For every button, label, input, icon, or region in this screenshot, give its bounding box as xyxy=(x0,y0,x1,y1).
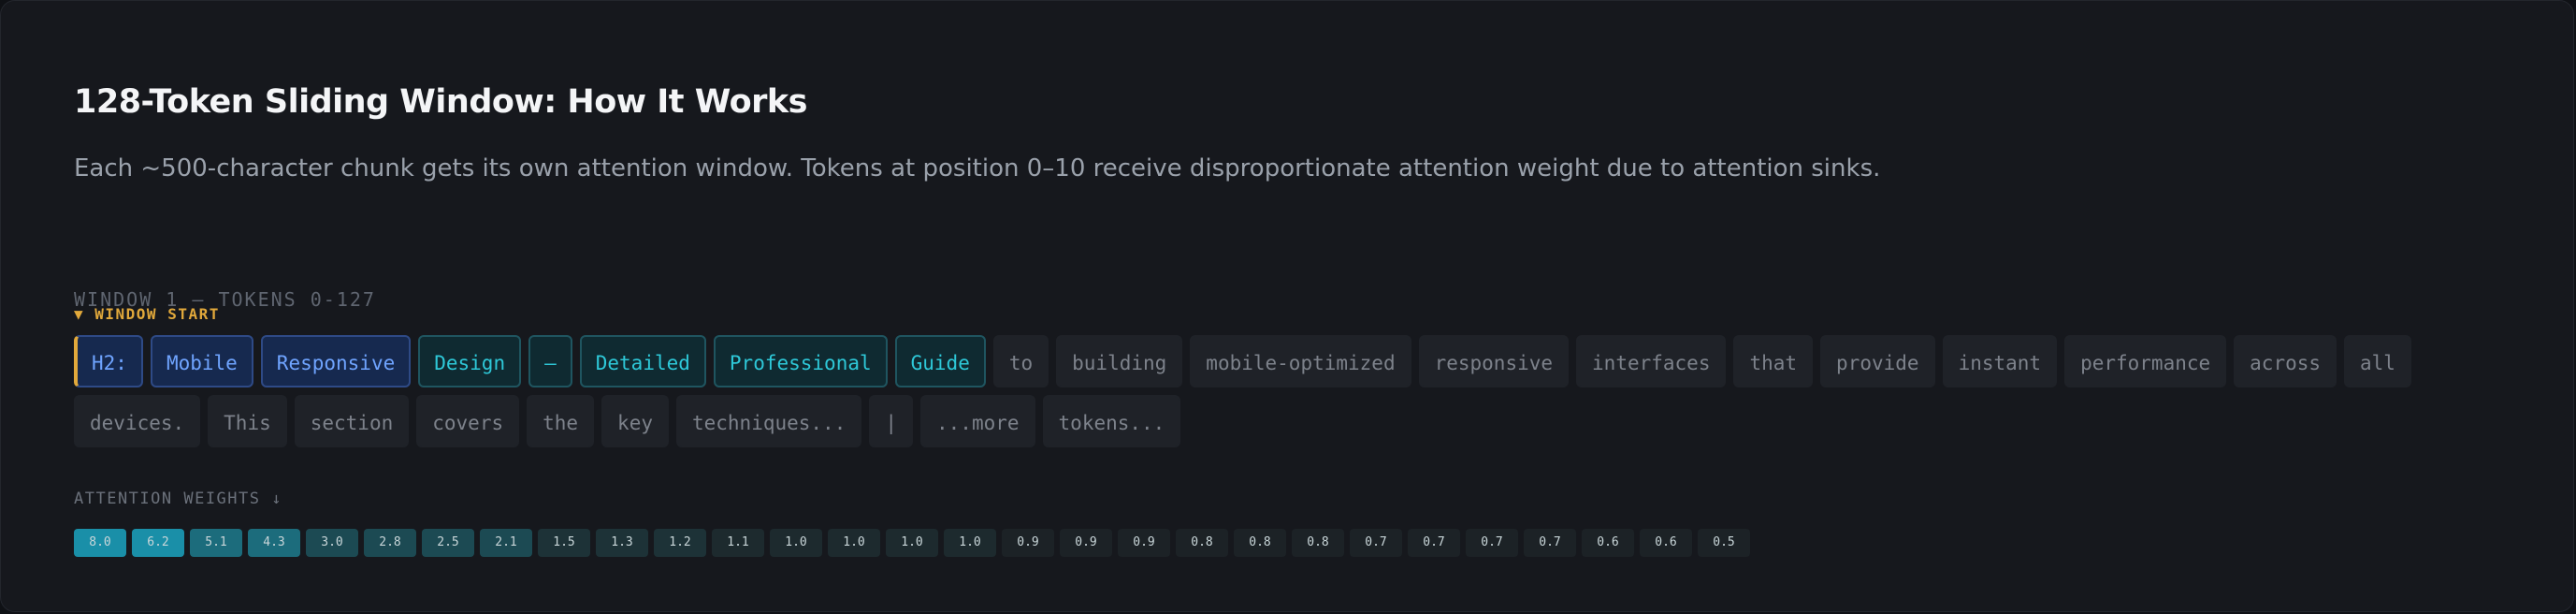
token-chip: devices. xyxy=(74,395,201,447)
attention-weight-cell: 0.9 xyxy=(1002,529,1054,557)
attention-weight-cell: 1.5 xyxy=(538,529,590,557)
attention-weight-cell: 2.5 xyxy=(422,529,474,557)
token-chip: Guide xyxy=(894,335,986,387)
window-start-marker: ▼ WINDOW START xyxy=(74,305,220,323)
attention-weight-cell: 0.9 xyxy=(1118,529,1170,557)
token-chip: responsive xyxy=(1418,335,1570,387)
attention-weight-cell: 1.0 xyxy=(770,529,822,557)
token-list: H2: Mobile Responsive Design — Detailed Profes… xyxy=(74,335,2506,447)
attention-weight-cell: 8.0 xyxy=(74,529,126,557)
attention-weight-cell: 0.6 xyxy=(1582,529,1634,557)
token-chip: building xyxy=(1056,335,1183,387)
attention-weight-cell: 2.8 xyxy=(364,529,416,557)
token-chip: section xyxy=(294,395,410,447)
token-chip: Detailed xyxy=(579,335,706,387)
token-chip: | xyxy=(869,395,914,447)
attention-weight-cell: 4.3 xyxy=(248,529,300,557)
token-chip: Design xyxy=(418,335,522,387)
token-chip: H2: xyxy=(74,335,143,387)
attention-weight-cell: 0.8 xyxy=(1292,529,1344,557)
attention-weight-cell: 0.8 xyxy=(1234,529,1286,557)
token-chip: Responsive xyxy=(260,335,412,387)
token-chip: tokens... xyxy=(1042,395,1181,447)
attention-weight-cell: 0.9 xyxy=(1060,529,1112,557)
token-chip: instant xyxy=(1942,335,2058,387)
attention-weight-cell: 0.7 xyxy=(1466,529,1518,557)
token-chip: all xyxy=(2344,335,2411,387)
token-chip: provide xyxy=(1820,335,1935,387)
token-chip: across xyxy=(2234,335,2337,387)
token-chip: This xyxy=(208,395,287,447)
attention-weight-cell: 1.0 xyxy=(886,529,938,557)
attention-weight-cell: 0.7 xyxy=(1408,529,1460,557)
token-chip: ...more xyxy=(920,395,1035,447)
attention-weight-cell: 0.7 xyxy=(1350,529,1402,557)
attention-weight-cell: 6.2 xyxy=(132,529,184,557)
attention-weights-label: ATTENTION WEIGHTS ↓ xyxy=(74,490,282,508)
attention-weight-cell: 3.0 xyxy=(306,529,358,557)
token-chip: the xyxy=(527,395,595,447)
attention-weight-cell: 0.8 xyxy=(1176,529,1228,557)
token-chip: that xyxy=(1733,335,1814,387)
attention-weight-cell: 0.5 xyxy=(1698,529,1750,557)
token-chip: performance xyxy=(2064,335,2227,387)
attention-weight-cell: 5.1 xyxy=(190,529,242,557)
token-chip: to xyxy=(992,335,1049,387)
attention-weight-cell: 1.2 xyxy=(654,529,706,557)
token-chip: techniques... xyxy=(675,395,862,447)
attention-weight-cell: 0.7 xyxy=(1524,529,1576,557)
attention-weight-cell: 1.1 xyxy=(712,529,764,557)
token-chip: — xyxy=(528,335,572,387)
token-chip: key xyxy=(601,395,669,447)
token-chip: Professional xyxy=(713,335,888,387)
attention-weights-row: 8.0 6.2 5.1 4.3 3.0 2.8 2.5 2.1 1.5 1.3 1.2 1.1 1.0 1… xyxy=(74,529,1750,557)
attention-weight-cell: 1.3 xyxy=(596,529,648,557)
window-label: WINDOW 1 — TOKENS 0-127 xyxy=(74,288,376,311)
token-chip: mobile-optimized xyxy=(1190,335,1411,387)
token-chip: Mobile xyxy=(150,335,253,387)
token-chip: interfaces xyxy=(1576,335,1727,387)
page-title: 128-Token Sliding Window: How It Works xyxy=(74,83,808,121)
attention-weight-cell: 1.0 xyxy=(944,529,996,557)
attention-weight-cell: 2.1 xyxy=(480,529,532,557)
token-chip: covers xyxy=(416,395,520,447)
page-description: Each ~500-character chunk gets its own a… xyxy=(74,154,1881,183)
attention-weight-cell: 1.0 xyxy=(828,529,880,557)
attention-weight-cell: 0.6 xyxy=(1640,529,1692,557)
